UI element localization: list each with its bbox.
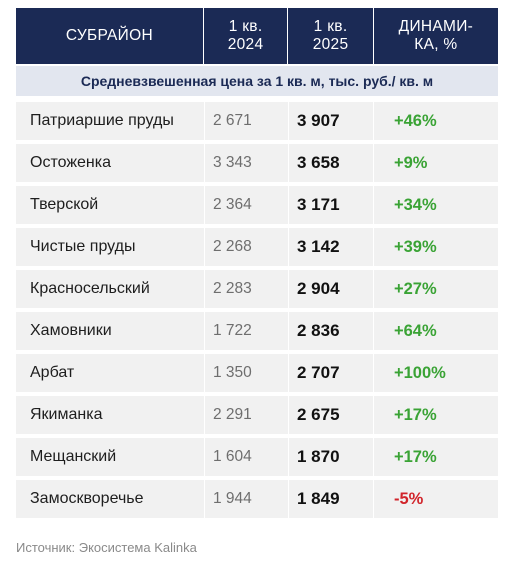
table-subtitle: Средневзвешенная цена за 1 кв. м, тыс. р… [16,66,498,96]
price-table: СУБРАЙОН 1 кв. 2024 1 кв. 2025 ДИНАМИ- КА, … [16,8,498,518]
price-q1-2024: 1 604 [204,438,288,476]
price-q1-2024: 3 343 [204,144,288,182]
district-name: Замоскворечье [30,490,144,507]
price-q1-2024: 2 364 [204,186,288,224]
dynamics-value: +17% [373,438,498,476]
table-row: Патриаршие пруды 2 671 3 907 +46% [16,102,498,140]
district-name: Чистые пруды [30,238,136,255]
district-name: Арбат [30,364,75,381]
price-q1-2024: 1 944 [204,480,288,518]
dynamics-value: +46% [373,102,498,140]
price-q1-2025: 2 675 [288,396,373,434]
district-name: Тверской [30,196,99,213]
table-row: Арбат 1 350 2 707 +100% [16,354,498,392]
table-row: Тверской 2 364 3 171 +34% [16,186,498,224]
price-q1-2024: 2 671 [204,102,288,140]
price-q1-2025: 3 171 [288,186,373,224]
table-row: Замоскворечье 1 944 1 849 -5% [16,480,498,518]
price-q1-2025: 2 836 [288,312,373,350]
price-q1-2025: 2 904 [288,270,373,308]
table-row: Остоженка 3 343 3 658 +9% [16,144,498,182]
header-q1-2025: 1 кв. 2025 [287,8,372,64]
district-name: Хамовники [30,322,112,339]
table-row: Чистые пруды 2 268 3 142 +39% [16,228,498,266]
price-q1-2024: 1 350 [204,354,288,392]
header-district: СУБРАЙОН [65,27,153,44]
district-name: Красносельский [30,280,150,297]
table-row: Хамовники 1 722 2 836 +64% [16,312,498,350]
dynamics-value: +9% [373,144,498,182]
district-name: Остоженка [30,154,111,171]
district-name: Мещанский [30,448,117,465]
price-q1-2025: 3 907 [288,102,373,140]
table-body: Патриаршие пруды 2 671 3 907 +46% Остоженка 3… [16,102,498,518]
table-row: Якиманка 2 291 2 675 +17% [16,396,498,434]
table-header: СУБРАЙОН 1 кв. 2024 1 кв. 2025 ДИНАМИ- КА, … [16,8,498,64]
price-q1-2025: 3 658 [288,144,373,182]
table-row: Красносельский 2 283 2 904 +27% [16,270,498,308]
source-note: Источник: Экосистема Kalinka [16,540,197,555]
price-q1-2024: 2 268 [204,228,288,266]
dynamics-value: +100% [373,354,498,392]
price-q1-2025: 1 849 [288,480,373,518]
dynamics-value: +17% [373,396,498,434]
price-q1-2024: 1 722 [204,312,288,350]
dynamics-value: +34% [373,186,498,224]
table-row: Мещанский 1 604 1 870 +17% [16,438,498,476]
dynamics-value: +64% [373,312,498,350]
dynamics-value: +39% [373,228,498,266]
dynamics-value: -5% [373,480,498,518]
price-q1-2025: 2 707 [288,354,373,392]
price-q1-2025: 3 142 [288,228,373,266]
header-dynamics: ДИНАМИ- КА, % [372,8,498,64]
district-name: Якиманка [30,406,103,423]
price-q1-2025: 1 870 [288,438,373,476]
header-q1-2024: 1 кв. 2024 [202,8,287,64]
price-q1-2024: 2 291 [204,396,288,434]
price-q1-2024: 2 283 [204,270,288,308]
dynamics-value: +27% [373,270,498,308]
district-name: Патриаршие пруды [30,112,174,129]
